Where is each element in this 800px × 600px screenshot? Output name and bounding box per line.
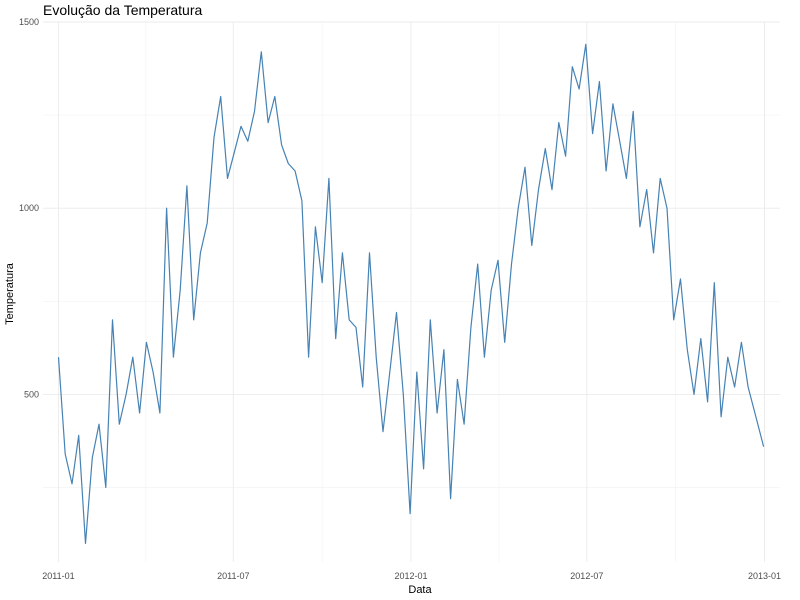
x-tick-label: 2013-01 (748, 571, 781, 581)
y-axis-title: Temperatura (4, 262, 16, 325)
y-tick-label: 1000 (19, 203, 39, 213)
x-tick-label: 2012-07 (570, 571, 603, 581)
y-tick-label: 1500 (19, 17, 39, 27)
x-axis-title: Data (408, 584, 432, 596)
temperature-line (57, 43, 765, 545)
x-tick-label: 2012-01 (395, 571, 428, 581)
y-tick-label: 500 (24, 389, 39, 399)
tick-labels: 2011-01 2011-07 2012-01 2012-07 2013-01 500 10… (19, 17, 781, 581)
chart-title: Evolução da Temperatura (43, 2, 202, 18)
x-tick-label: 2011-07 (217, 571, 249, 581)
x-tick-label: 2011-01 (42, 571, 74, 581)
series-layer (57, 43, 765, 545)
